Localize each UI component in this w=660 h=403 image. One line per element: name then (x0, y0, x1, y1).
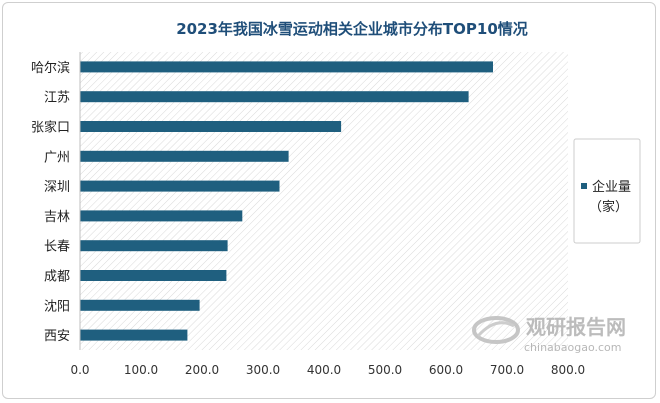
bar-8 (80, 299, 200, 311)
x-tick-label-4: 400.0 (307, 363, 341, 377)
category-label-3: 广州 (44, 150, 70, 165)
x-tick-label-5: 500.0 (368, 363, 402, 377)
bar-1 (80, 91, 469, 103)
x-tick-label-3: 300.0 (246, 363, 280, 377)
category-label-5: 吉林 (44, 210, 70, 225)
category-label-6: 长春 (44, 240, 70, 255)
x-tick-label-0: 0.0 (70, 363, 89, 377)
category-label-1: 江苏 (44, 90, 70, 106)
bar-3 (80, 150, 289, 162)
watermark-logo-icon (472, 316, 520, 344)
legend: 企业量 （家） (573, 138, 641, 244)
legend-label-line2: （家） (589, 199, 628, 215)
category-label-7: 成都 (44, 270, 70, 285)
x-tick-labels: 0.0 100.0 200.0 300.0 400.0 500.0 600.0 700.0 80… (70, 363, 585, 377)
watermark-text: 观研报告网 (526, 315, 626, 339)
category-label-8: 沈阳 (44, 299, 70, 314)
x-tick-label-1: 100.0 (124, 363, 158, 377)
chart-title: 2023年我国冰雪运动相关企业城市分布TOP10情况 (176, 20, 528, 38)
watermark: 观研报告网 chinabaogao.com (472, 315, 626, 354)
category-label-4: 深圳 (44, 180, 70, 195)
legend-box (573, 138, 641, 244)
x-tick-label-7: 700.0 (490, 363, 524, 377)
bar-7 (80, 270, 227, 281)
bar-9 (80, 329, 188, 341)
legend-swatch (581, 183, 587, 189)
x-tick-label-2: 200.0 (185, 363, 219, 377)
category-label-9: 西安 (44, 329, 70, 344)
category-label-2: 张家口 (31, 120, 70, 136)
bar-0 (80, 61, 493, 73)
x-tick-label-6: 600.0 (429, 363, 463, 377)
bar-4 (80, 180, 280, 192)
category-label-0: 哈尔滨 (31, 60, 70, 76)
legend-label-line1: 企业量 (592, 179, 631, 195)
bar-6 (80, 240, 228, 252)
bar-group (80, 61, 493, 341)
bar-2 (80, 121, 342, 132)
x-tick-label-8: 800.0 (551, 363, 585, 377)
watermark-url: chinabaogao.com (524, 341, 622, 354)
bar-5 (80, 210, 243, 222)
